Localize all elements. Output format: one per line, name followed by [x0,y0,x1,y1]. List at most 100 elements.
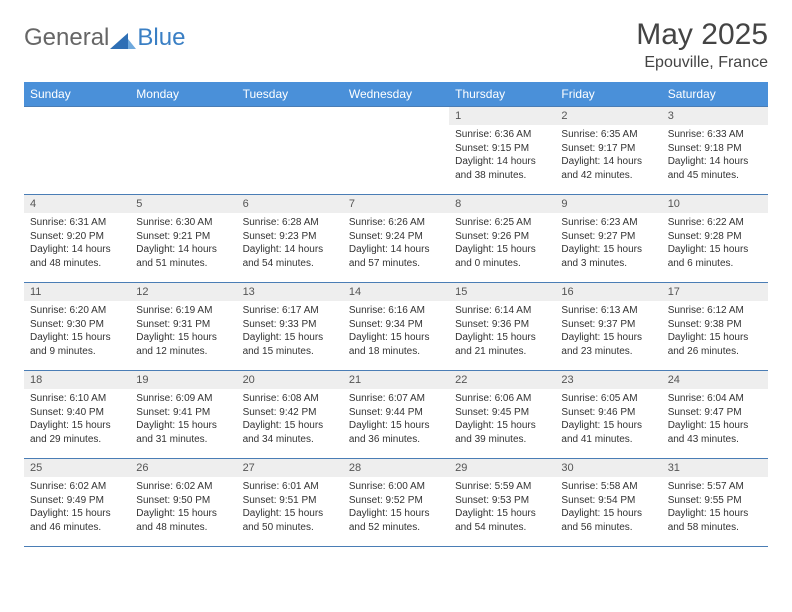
sunrise-text: Sunrise: 5:57 AM [668,480,762,494]
sunset-text: Sunset: 9:36 PM [455,318,549,332]
day-cell: . [130,107,236,195]
day-number: 7 [343,195,449,213]
daylight-text: Daylight: 14 hours and 54 minutes. [243,243,337,270]
daylight-text: Daylight: 15 hours and 15 minutes. [243,331,337,358]
day-cell: 21Sunrise: 6:07 AMSunset: 9:44 PMDayligh… [343,371,449,459]
sunset-text: Sunset: 9:40 PM [30,406,124,420]
day-cell: 26Sunrise: 6:02 AMSunset: 9:50 PMDayligh… [130,459,236,547]
day-cell: 29Sunrise: 5:59 AMSunset: 9:53 PMDayligh… [449,459,555,547]
day-details: Sunrise: 6:33 AMSunset: 9:18 PMDaylight:… [662,125,768,186]
sunset-text: Sunset: 9:55 PM [668,494,762,508]
daylight-text: Daylight: 14 hours and 48 minutes. [30,243,124,270]
sunset-text: Sunset: 9:24 PM [349,230,443,244]
sunrise-text: Sunrise: 6:20 AM [30,304,124,318]
day-cell: 10Sunrise: 6:22 AMSunset: 9:28 PMDayligh… [662,195,768,283]
sunset-text: Sunset: 9:53 PM [455,494,549,508]
sunset-text: Sunset: 9:46 PM [561,406,655,420]
daylight-text: Daylight: 15 hours and 41 minutes. [561,419,655,446]
day-cell: 17Sunrise: 6:12 AMSunset: 9:38 PMDayligh… [662,283,768,371]
sunset-text: Sunset: 9:30 PM [30,318,124,332]
day-details: Sunrise: 6:16 AMSunset: 9:34 PMDaylight:… [343,301,449,362]
calendar-table: Sunday Monday Tuesday Wednesday Thursday… [24,82,768,547]
header: General Blue May 2025 Epouville, France [24,18,768,72]
day-cell: 15Sunrise: 6:14 AMSunset: 9:36 PMDayligh… [449,283,555,371]
day-cell: . [24,107,130,195]
sunrise-text: Sunrise: 6:23 AM [561,216,655,230]
daylight-text: Daylight: 15 hours and 36 minutes. [349,419,443,446]
day-details: Sunrise: 6:00 AMSunset: 9:52 PMDaylight:… [343,477,449,538]
brand-blue-text: Blue [137,24,185,52]
daylight-text: Daylight: 15 hours and 26 minutes. [668,331,762,358]
day-cell: 1Sunrise: 6:36 AMSunset: 9:15 PMDaylight… [449,107,555,195]
sunrise-text: Sunrise: 6:35 AM [561,128,655,142]
day-details: Sunrise: 6:07 AMSunset: 9:44 PMDaylight:… [343,389,449,450]
daylight-text: Daylight: 15 hours and 48 minutes. [136,507,230,534]
month-title: May 2025 [636,18,768,52]
day-details: Sunrise: 5:59 AMSunset: 9:53 PMDaylight:… [449,477,555,538]
day-number: 4 [24,195,130,213]
day-number: 29 [449,459,555,477]
sunset-text: Sunset: 9:28 PM [668,230,762,244]
sunrise-text: Sunrise: 6:30 AM [136,216,230,230]
week-row: ....1Sunrise: 6:36 AMSunset: 9:15 PMDayl… [24,107,768,195]
day-details: Sunrise: 6:17 AMSunset: 9:33 PMDaylight:… [237,301,343,362]
day-number: 16 [555,283,661,301]
day-cell: 28Sunrise: 6:00 AMSunset: 9:52 PMDayligh… [343,459,449,547]
sunrise-text: Sunrise: 6:07 AM [349,392,443,406]
day-number: 11 [24,283,130,301]
day-number: 12 [130,283,236,301]
day-number: 31 [662,459,768,477]
day-cell: 16Sunrise: 6:13 AMSunset: 9:37 PMDayligh… [555,283,661,371]
day-number: 26 [130,459,236,477]
dow-cell: Wednesday [343,82,449,107]
day-number: 19 [130,371,236,389]
sunset-text: Sunset: 9:42 PM [243,406,337,420]
day-cell: 27Sunrise: 6:01 AMSunset: 9:51 PMDayligh… [237,459,343,547]
sunset-text: Sunset: 9:15 PM [455,142,549,156]
day-cell: 20Sunrise: 6:08 AMSunset: 9:42 PMDayligh… [237,371,343,459]
brand-triangle-icon [110,28,136,48]
sunrise-text: Sunrise: 5:58 AM [561,480,655,494]
dow-cell: Sunday [24,82,130,107]
sunset-text: Sunset: 9:18 PM [668,142,762,156]
sunrise-text: Sunrise: 6:00 AM [349,480,443,494]
day-details: Sunrise: 6:22 AMSunset: 9:28 PMDaylight:… [662,213,768,274]
day-details: Sunrise: 6:12 AMSunset: 9:38 PMDaylight:… [662,301,768,362]
day-cell: 31Sunrise: 5:57 AMSunset: 9:55 PMDayligh… [662,459,768,547]
sunrise-text: Sunrise: 6:26 AM [349,216,443,230]
day-cell: 22Sunrise: 6:06 AMSunset: 9:45 PMDayligh… [449,371,555,459]
day-details: Sunrise: 6:14 AMSunset: 9:36 PMDaylight:… [449,301,555,362]
day-details: Sunrise: 6:30 AMSunset: 9:21 PMDaylight:… [130,213,236,274]
sunrise-text: Sunrise: 6:25 AM [455,216,549,230]
sunset-text: Sunset: 9:49 PM [30,494,124,508]
sunrise-text: Sunrise: 6:02 AM [30,480,124,494]
day-details: Sunrise: 6:02 AMSunset: 9:50 PMDaylight:… [130,477,236,538]
day-cell: 25Sunrise: 6:02 AMSunset: 9:49 PMDayligh… [24,459,130,547]
daylight-text: Daylight: 14 hours and 38 minutes. [455,155,549,182]
day-cell: 24Sunrise: 6:04 AMSunset: 9:47 PMDayligh… [662,371,768,459]
day-number: 23 [555,371,661,389]
sunrise-text: Sunrise: 6:14 AM [455,304,549,318]
daylight-text: Daylight: 15 hours and 12 minutes. [136,331,230,358]
day-cell: 6Sunrise: 6:28 AMSunset: 9:23 PMDaylight… [237,195,343,283]
day-number: 27 [237,459,343,477]
day-details: Sunrise: 6:13 AMSunset: 9:37 PMDaylight:… [555,301,661,362]
daylight-text: Daylight: 14 hours and 42 minutes. [561,155,655,182]
day-details: Sunrise: 6:28 AMSunset: 9:23 PMDaylight:… [237,213,343,274]
daylight-text: Daylight: 15 hours and 0 minutes. [455,243,549,270]
day-number: 3 [662,107,768,125]
day-details: Sunrise: 6:23 AMSunset: 9:27 PMDaylight:… [555,213,661,274]
day-details: Sunrise: 5:58 AMSunset: 9:54 PMDaylight:… [555,477,661,538]
day-number: 24 [662,371,768,389]
day-details: Sunrise: 6:25 AMSunset: 9:26 PMDaylight:… [449,213,555,274]
sunset-text: Sunset: 9:47 PM [668,406,762,420]
day-details: Sunrise: 5:57 AMSunset: 9:55 PMDaylight:… [662,477,768,538]
day-number: 9 [555,195,661,213]
daylight-text: Daylight: 15 hours and 31 minutes. [136,419,230,446]
sunset-text: Sunset: 9:23 PM [243,230,337,244]
sunrise-text: Sunrise: 6:08 AM [243,392,337,406]
calendar-page: General Blue May 2025 Epouville, France … [0,0,792,557]
sunset-text: Sunset: 9:17 PM [561,142,655,156]
sunset-text: Sunset: 9:33 PM [243,318,337,332]
sunset-text: Sunset: 9:26 PM [455,230,549,244]
